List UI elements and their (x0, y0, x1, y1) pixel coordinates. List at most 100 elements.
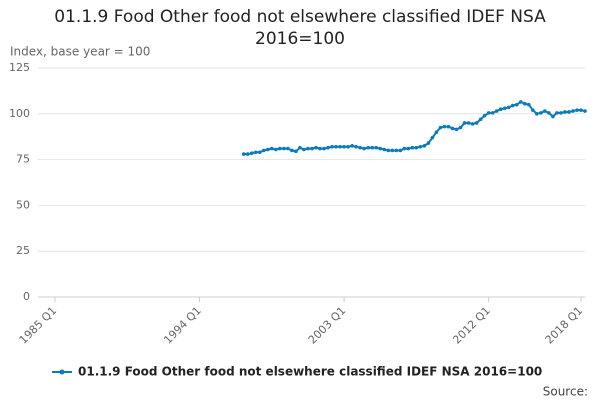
data-point (249, 151, 254, 155)
data-point (390, 148, 395, 153)
data-point (334, 144, 338, 149)
x-tick-label: 1985 Q1 (17, 304, 60, 347)
data-point (370, 145, 375, 150)
x-tick-label: 2018 Q1 (543, 304, 586, 347)
data-point (402, 146, 407, 151)
data-point (270, 146, 274, 151)
x-tick-label: 2012 Q1 (450, 304, 493, 347)
data-point (266, 147, 270, 152)
data-point (458, 125, 463, 130)
legend-label: 01.1.9 Food Other food not elsewhere cla… (78, 365, 542, 379)
data-point (378, 146, 383, 151)
data-point (498, 107, 503, 112)
data-point (318, 146, 322, 151)
data-point (506, 105, 511, 110)
data-point (486, 111, 491, 115)
data-point (551, 114, 555, 119)
data-point (583, 109, 587, 113)
data-point (245, 152, 250, 156)
data-point (342, 144, 346, 149)
legend-marker (59, 369, 65, 375)
data-point (314, 145, 318, 150)
data-point (322, 146, 326, 151)
data-point (310, 146, 314, 151)
data-point (535, 112, 539, 116)
data-point (330, 144, 334, 149)
y-tick-label: 75 (16, 153, 30, 166)
data-point (539, 111, 543, 115)
data-point (454, 127, 459, 132)
data-point (466, 121, 471, 125)
data-point (430, 135, 435, 140)
data-point (470, 122, 475, 126)
data-point (398, 148, 403, 153)
data-point (446, 124, 451, 129)
data-point (422, 144, 427, 148)
data-point (406, 146, 411, 151)
data-point (559, 111, 563, 115)
data-point (531, 108, 535, 112)
data-point (434, 130, 439, 134)
data-point (474, 121, 479, 125)
data-point (350, 144, 354, 148)
data-point (366, 145, 370, 150)
data-point (563, 110, 567, 114)
data-point (522, 101, 527, 106)
data-point (575, 108, 579, 112)
data-point (547, 111, 551, 115)
data-point (410, 145, 415, 150)
data-point (261, 148, 266, 153)
data-point (286, 146, 290, 151)
data-point (543, 109, 547, 113)
y-tick-label: 0 (23, 290, 30, 303)
data-point (306, 146, 310, 151)
data-point (241, 152, 246, 156)
data-point (426, 141, 431, 145)
data-point (518, 100, 523, 104)
data-point (567, 110, 571, 114)
data-point (450, 126, 455, 131)
data-point (253, 150, 258, 155)
data-point (362, 146, 366, 151)
data-point (298, 145, 302, 150)
data-point (358, 145, 362, 150)
data-point (414, 145, 419, 150)
y-tick-label: 25 (16, 244, 30, 257)
data-point (382, 147, 387, 152)
data-point (294, 149, 298, 154)
data-point (386, 148, 391, 153)
data-point (282, 146, 286, 151)
data-point (438, 125, 443, 130)
data-point (494, 109, 499, 113)
data-point (555, 111, 559, 115)
data-point (290, 148, 294, 153)
data-point (394, 148, 399, 153)
data-point (418, 144, 423, 149)
data-point (527, 102, 531, 107)
data-point (502, 106, 507, 111)
data-point (462, 121, 467, 125)
data-point (514, 102, 519, 107)
data-point (482, 113, 487, 118)
chart-title: 01.1.9 Food Other food not elsewhere cla… (54, 7, 546, 49)
data-point (374, 145, 379, 150)
data-point (354, 144, 358, 149)
data-point (302, 147, 306, 152)
data-point (571, 109, 575, 113)
data-point (278, 146, 282, 151)
data-point (257, 150, 262, 155)
data-point (478, 117, 483, 122)
y-tick-label: 50 (16, 198, 30, 211)
data-point (346, 144, 350, 149)
data-point (442, 124, 447, 129)
x-tick-label: 1994 Q1 (161, 304, 204, 347)
x-tick-label: 2003 Q1 (306, 304, 349, 347)
data-point (510, 103, 515, 108)
data-point (490, 111, 495, 115)
data-point (326, 145, 330, 150)
y-axis-label: Index, base year = 100 (10, 45, 150, 59)
y-tick-label: 125 (9, 61, 30, 74)
y-tick-label: 100 (9, 107, 30, 120)
